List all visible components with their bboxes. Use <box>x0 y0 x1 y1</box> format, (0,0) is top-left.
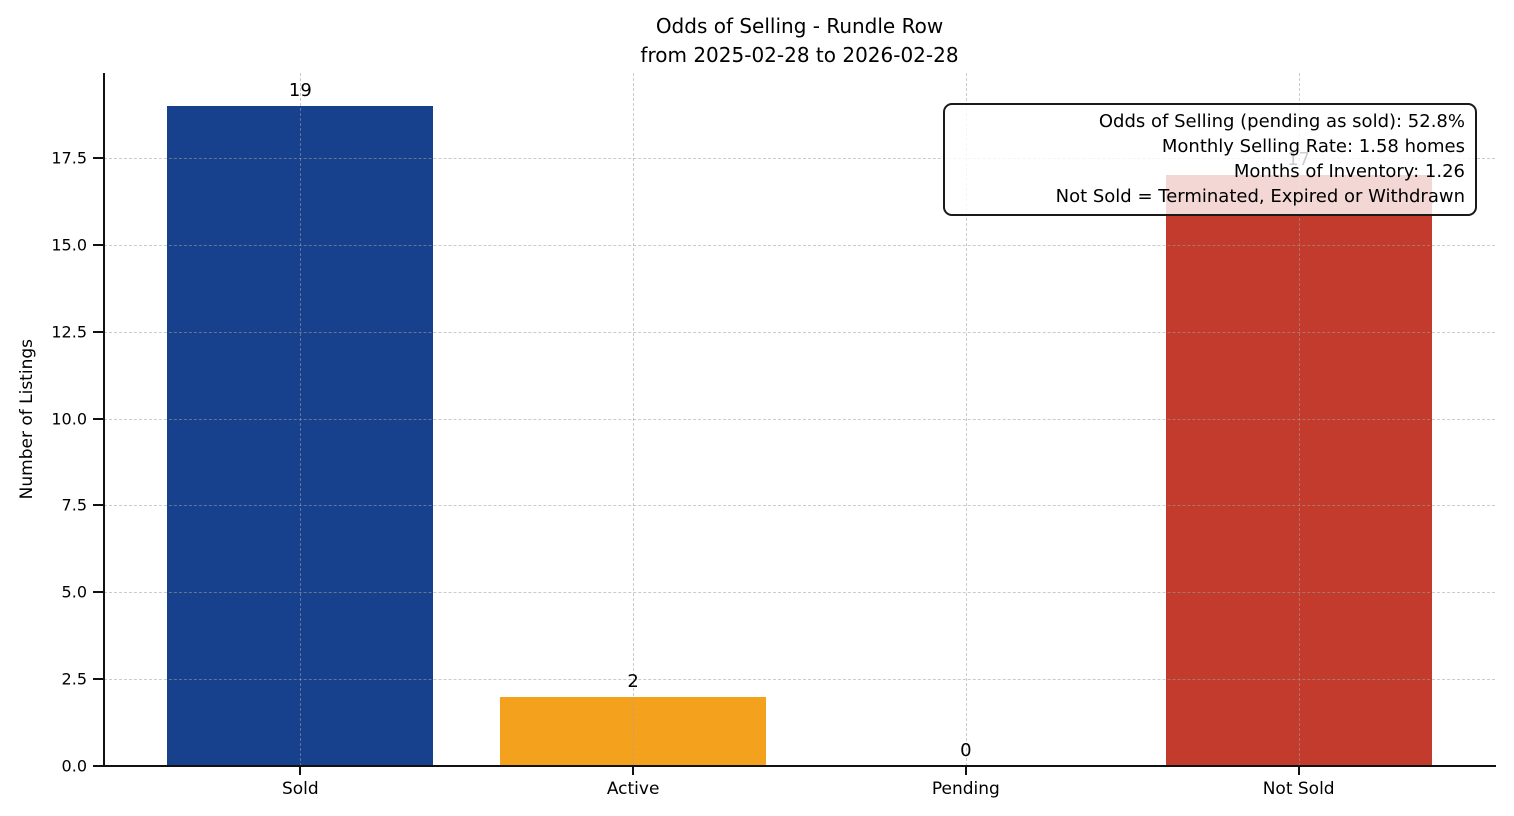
y-tick-mark <box>93 157 103 160</box>
annotation-not-sold-definition: Not Sold = Terminated, Expired or Withdr… <box>1055 186 1465 207</box>
gridline-vertical <box>300 73 302 766</box>
y-tick-mark <box>93 417 103 420</box>
y-tick-label: 7.5 <box>61 495 87 515</box>
gridline-vertical <box>633 73 635 766</box>
x-tick-mark <box>299 766 302 775</box>
y-tick-mark <box>93 765 103 767</box>
x-axis-spine <box>103 765 1496 767</box>
bar-value-label-pending: 0 <box>960 740 972 761</box>
y-tick-label: 5.0 <box>61 582 87 602</box>
y-tick-label: 15.0 <box>51 235 87 255</box>
y-tick-label: 12.5 <box>51 322 87 342</box>
stats-annotation-box: Odds of Selling (pending as sold): 52.8%… <box>943 103 1477 216</box>
y-tick-mark <box>93 678 103 681</box>
y-tick-label: 0.0 <box>61 756 87 776</box>
y-tick-mark <box>93 243 103 246</box>
gridline-vertical <box>1298 73 1300 766</box>
x-tick-label-pending: Pending <box>931 779 1000 799</box>
y-tick-label: 10.0 <box>51 409 87 429</box>
gridline-horizontal <box>104 592 1495 594</box>
y-tick-mark <box>93 330 103 333</box>
y-tick-label: 2.5 <box>61 669 87 689</box>
bar-value-label-active: 2 <box>627 670 639 692</box>
x-tick-mark <box>964 766 967 775</box>
bar-value-label-sold: 19 <box>288 80 312 101</box>
x-tick-label-active: Active <box>606 779 660 799</box>
x-tick-mark <box>1297 766 1300 775</box>
gridline-horizontal <box>104 505 1495 507</box>
x-tick-label-sold: Sold <box>281 779 319 799</box>
x-tick-label-not-sold: Not Sold <box>1262 779 1335 799</box>
gridline-horizontal <box>104 158 1495 160</box>
gridline-horizontal <box>104 331 1495 333</box>
annotation-odds-of-selling: Odds of Selling (pending as sold): 52.8% <box>1098 111 1465 132</box>
chart-title-line1: Odds of Selling - Rundle Row <box>655 14 944 38</box>
y-axis-spine <box>103 73 105 766</box>
y-tick-label: 17.5 <box>51 148 87 168</box>
y-axis-label: Number of Listings <box>17 339 37 500</box>
y-tick-mark <box>93 591 103 594</box>
chart-title: Odds of Selling - Rundle Row from 2025-0… <box>104 12 1495 70</box>
y-axis-label-wrap: Number of Listings <box>10 73 44 766</box>
gridline-vertical <box>965 73 967 766</box>
gridline-horizontal <box>104 679 1495 681</box>
gridline-horizontal <box>104 418 1495 420</box>
plot-area: 0.0 2.5 5.0 7.5 10.0 12.5 15.0 17.5 Sold 19 Active… <box>51 73 1496 799</box>
gridline-horizontal <box>104 244 1495 246</box>
annotation-monthly-selling-rate: Monthly Selling Rate: 1.58 homes <box>1161 136 1465 157</box>
x-tick-mark <box>632 766 635 775</box>
annotation-months-of-inventory: Months of Inventory: 1.26 <box>1233 161 1465 182</box>
y-tick-mark <box>93 504 103 507</box>
chart-title-line2: from 2025-02-28 to 2026-02-28 <box>640 43 959 67</box>
